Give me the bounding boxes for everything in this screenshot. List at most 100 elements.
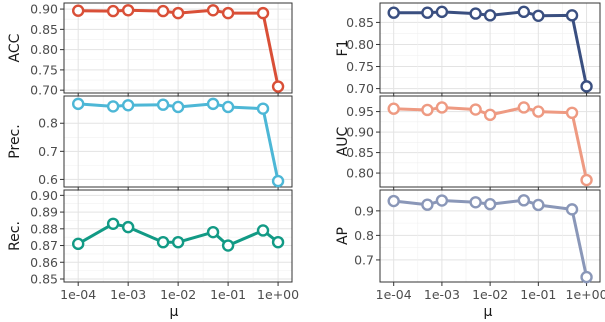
data-point bbox=[483, 9, 497, 22]
y-tick-label: 0.85 bbox=[30, 22, 58, 37]
x-tick-label: 1e+00 bbox=[566, 287, 605, 302]
y-tick-label: 0.8 bbox=[354, 228, 374, 243]
panel-acc: 0.70 0.75 0.80 0.85 0.90 ACC bbox=[7, 2, 293, 98]
y-tick-label: 0.6 bbox=[38, 172, 58, 187]
x-tick-label: 1e-04 bbox=[60, 287, 96, 302]
y-tick-label: 0.70 bbox=[346, 81, 374, 96]
y-tick-label: 0.95 bbox=[346, 104, 374, 119]
y-tick-label: 0.80 bbox=[346, 166, 374, 181]
data-point bbox=[256, 224, 270, 237]
y-tick-label: 0.85 bbox=[30, 271, 58, 286]
data-point bbox=[387, 6, 400, 19]
data-point bbox=[483, 198, 497, 211]
data-point bbox=[71, 4, 85, 17]
panel-auc: 0.80 0.85 0.90 0.95 AUC bbox=[335, 95, 601, 191]
x-tick-label: 1e-02 bbox=[472, 287, 508, 302]
panel-ap: 0.7 0.8 0.9 1e-04 1e-03 1e-02 1e-01 1e+00 AP bbox=[335, 189, 605, 302]
y-tick-label: 0.8 bbox=[38, 116, 58, 131]
y-tick-label: 0.87 bbox=[30, 238, 58, 253]
data-point bbox=[106, 4, 120, 18]
y-tick-label: 0.85 bbox=[346, 145, 374, 160]
data-point bbox=[435, 194, 449, 207]
y-tick-label: 0.75 bbox=[346, 59, 374, 74]
x-axis-title-right: μ bbox=[484, 304, 493, 320]
y-axis-title: Prec. bbox=[7, 124, 23, 158]
y-tick-label: 0.70 bbox=[30, 83, 58, 98]
x-tick-label: 1e-02 bbox=[160, 287, 196, 302]
data-point bbox=[421, 103, 434, 117]
data-point bbox=[221, 100, 235, 114]
y-axis-title: F1 bbox=[335, 40, 351, 57]
y-tick-label: 0.85 bbox=[346, 15, 374, 30]
data-point bbox=[387, 102, 400, 115]
y-tick-label: 0.7 bbox=[354, 252, 374, 267]
data-point bbox=[71, 97, 85, 111]
data-point bbox=[421, 6, 434, 19]
data-point bbox=[469, 196, 482, 209]
data-point bbox=[469, 103, 482, 116]
panel-rec: 0.850.86 0.87 0.880.89 0.90 1e-04 1e-03 1e-02 1… bbox=[7, 188, 299, 302]
data-point bbox=[106, 100, 120, 113]
data-point bbox=[271, 80, 285, 93]
y-axis-title: AUC bbox=[335, 126, 351, 156]
y-axis-title: AP bbox=[335, 227, 351, 245]
y-tick-label: 0.86 bbox=[30, 255, 58, 270]
x-tick-label: 1e+00 bbox=[257, 287, 299, 302]
data-point bbox=[221, 6, 235, 20]
data-point bbox=[121, 99, 135, 112]
data-point bbox=[517, 194, 531, 207]
data-point bbox=[565, 106, 579, 120]
data-point bbox=[421, 198, 434, 211]
panels: 0.70 0.75 0.80 0.85 0.90 ACC 0.70 0.75 0.80 0.85 F… bbox=[7, 2, 605, 302]
y-tick-label: 0.90 bbox=[30, 188, 58, 203]
data-point bbox=[71, 237, 85, 251]
data-point bbox=[580, 80, 593, 93]
data-point bbox=[517, 5, 531, 19]
data-point bbox=[580, 173, 593, 187]
y-tick-label: 0.9 bbox=[354, 203, 374, 218]
y-tick-label: 0.89 bbox=[30, 205, 58, 220]
y-tick-label: 0.80 bbox=[30, 42, 58, 57]
data-point bbox=[483, 108, 497, 122]
data-point bbox=[171, 100, 185, 114]
data-point bbox=[256, 6, 270, 20]
data-point bbox=[106, 217, 120, 230]
panel-f1: 0.70 0.75 0.80 0.85 F1 bbox=[335, 2, 601, 97]
data-point bbox=[565, 203, 579, 216]
data-point bbox=[206, 97, 220, 111]
data-point bbox=[469, 7, 482, 20]
x-tick-label: 1e-04 bbox=[376, 287, 412, 302]
data-point bbox=[271, 174, 285, 188]
x-tick-label: 1e-03 bbox=[424, 287, 460, 302]
y-tick-label: 0.7 bbox=[38, 144, 58, 159]
data-point bbox=[517, 101, 531, 114]
y-axis-title: ACC bbox=[7, 33, 23, 62]
data-point bbox=[532, 105, 545, 118]
y-tick-label: 0.80 bbox=[346, 37, 374, 52]
data-point bbox=[435, 101, 449, 114]
data-point bbox=[532, 9, 545, 22]
data-point bbox=[221, 239, 235, 252]
data-point bbox=[435, 5, 449, 19]
data-point bbox=[121, 4, 135, 17]
panel-prec: 0.6 0.7 0.8 Prec. bbox=[7, 95, 293, 191]
data-point bbox=[387, 194, 400, 208]
data-point bbox=[171, 235, 185, 249]
y-axis-title: Rec. bbox=[7, 221, 23, 251]
x-tick-label: 1e-01 bbox=[210, 287, 246, 302]
y-tick-label: 0.88 bbox=[30, 221, 58, 236]
data-point bbox=[565, 9, 579, 22]
y-tick-label: 0.90 bbox=[346, 125, 374, 140]
x-tick-label: 1e-01 bbox=[520, 287, 556, 302]
x-tick-label: 1e-03 bbox=[110, 287, 146, 302]
data-point bbox=[580, 270, 593, 284]
data-point bbox=[121, 220, 135, 234]
y-tick-label: 0.75 bbox=[30, 62, 58, 77]
data-point bbox=[271, 235, 285, 249]
y-tick-label: 0.90 bbox=[30, 2, 58, 17]
data-point bbox=[206, 4, 220, 17]
data-point bbox=[256, 102, 270, 115]
data-point bbox=[156, 235, 170, 249]
data-point bbox=[156, 4, 170, 18]
